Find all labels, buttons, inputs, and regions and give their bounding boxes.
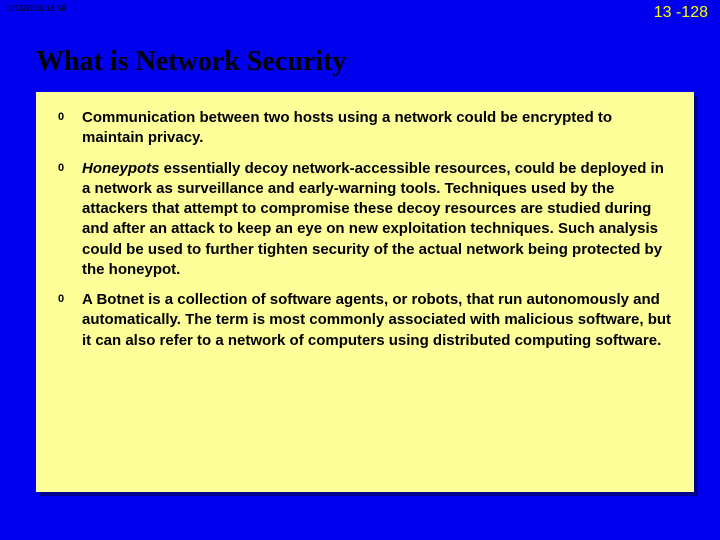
content-box: 0 Communication between two hosts using … bbox=[36, 92, 694, 492]
page-title: What is Network Security bbox=[36, 46, 720, 78]
bullet-marker: 0 bbox=[58, 108, 82, 149]
italic-term: Honeypots bbox=[82, 160, 160, 177]
bullet-marker: 0 bbox=[58, 159, 82, 281]
bullet-item: 0 Communication between two hosts using … bbox=[58, 108, 672, 149]
header: 3/15/2016 16:59 13 -128 bbox=[0, 0, 720, 22]
bullet-text-rest: essentially decoy network-accessible res… bbox=[82, 160, 664, 278]
bullet-item: 0 Honeypots essentially decoy network-ac… bbox=[58, 159, 672, 281]
bullet-item: 0 A Botnet is a collection of software a… bbox=[58, 290, 672, 351]
bullet-marker: 0 bbox=[58, 290, 82, 351]
timestamp: 3/15/2016 16:59 bbox=[8, 4, 66, 13]
bullet-text: Communication between two hosts using a … bbox=[82, 108, 672, 149]
bullet-text: A Botnet is a collection of software age… bbox=[82, 290, 672, 351]
bullet-text: Honeypots essentially decoy network-acce… bbox=[82, 159, 672, 281]
page-number: 13 -128 bbox=[654, 4, 708, 22]
